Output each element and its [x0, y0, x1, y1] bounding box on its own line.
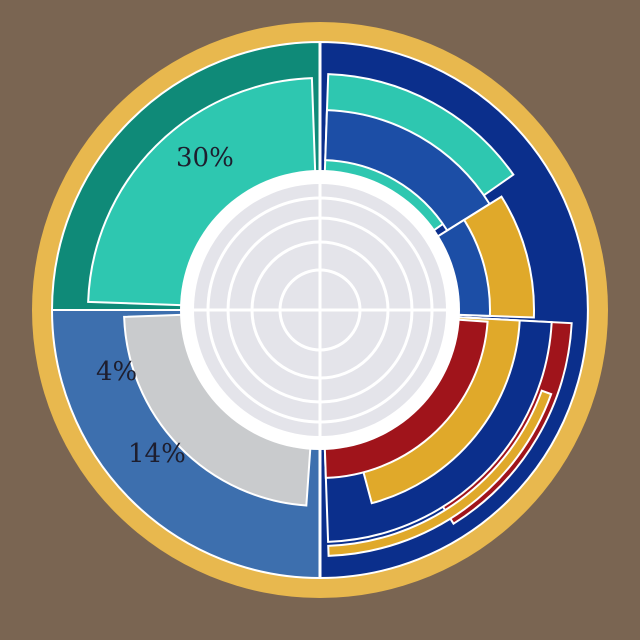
- band-gold-thin: [327, 389, 553, 557]
- label-4-percent: 4%: [96, 357, 137, 387]
- label-14-percent: 14%: [128, 439, 186, 469]
- label-30-percent: 30%: [176, 143, 234, 173]
